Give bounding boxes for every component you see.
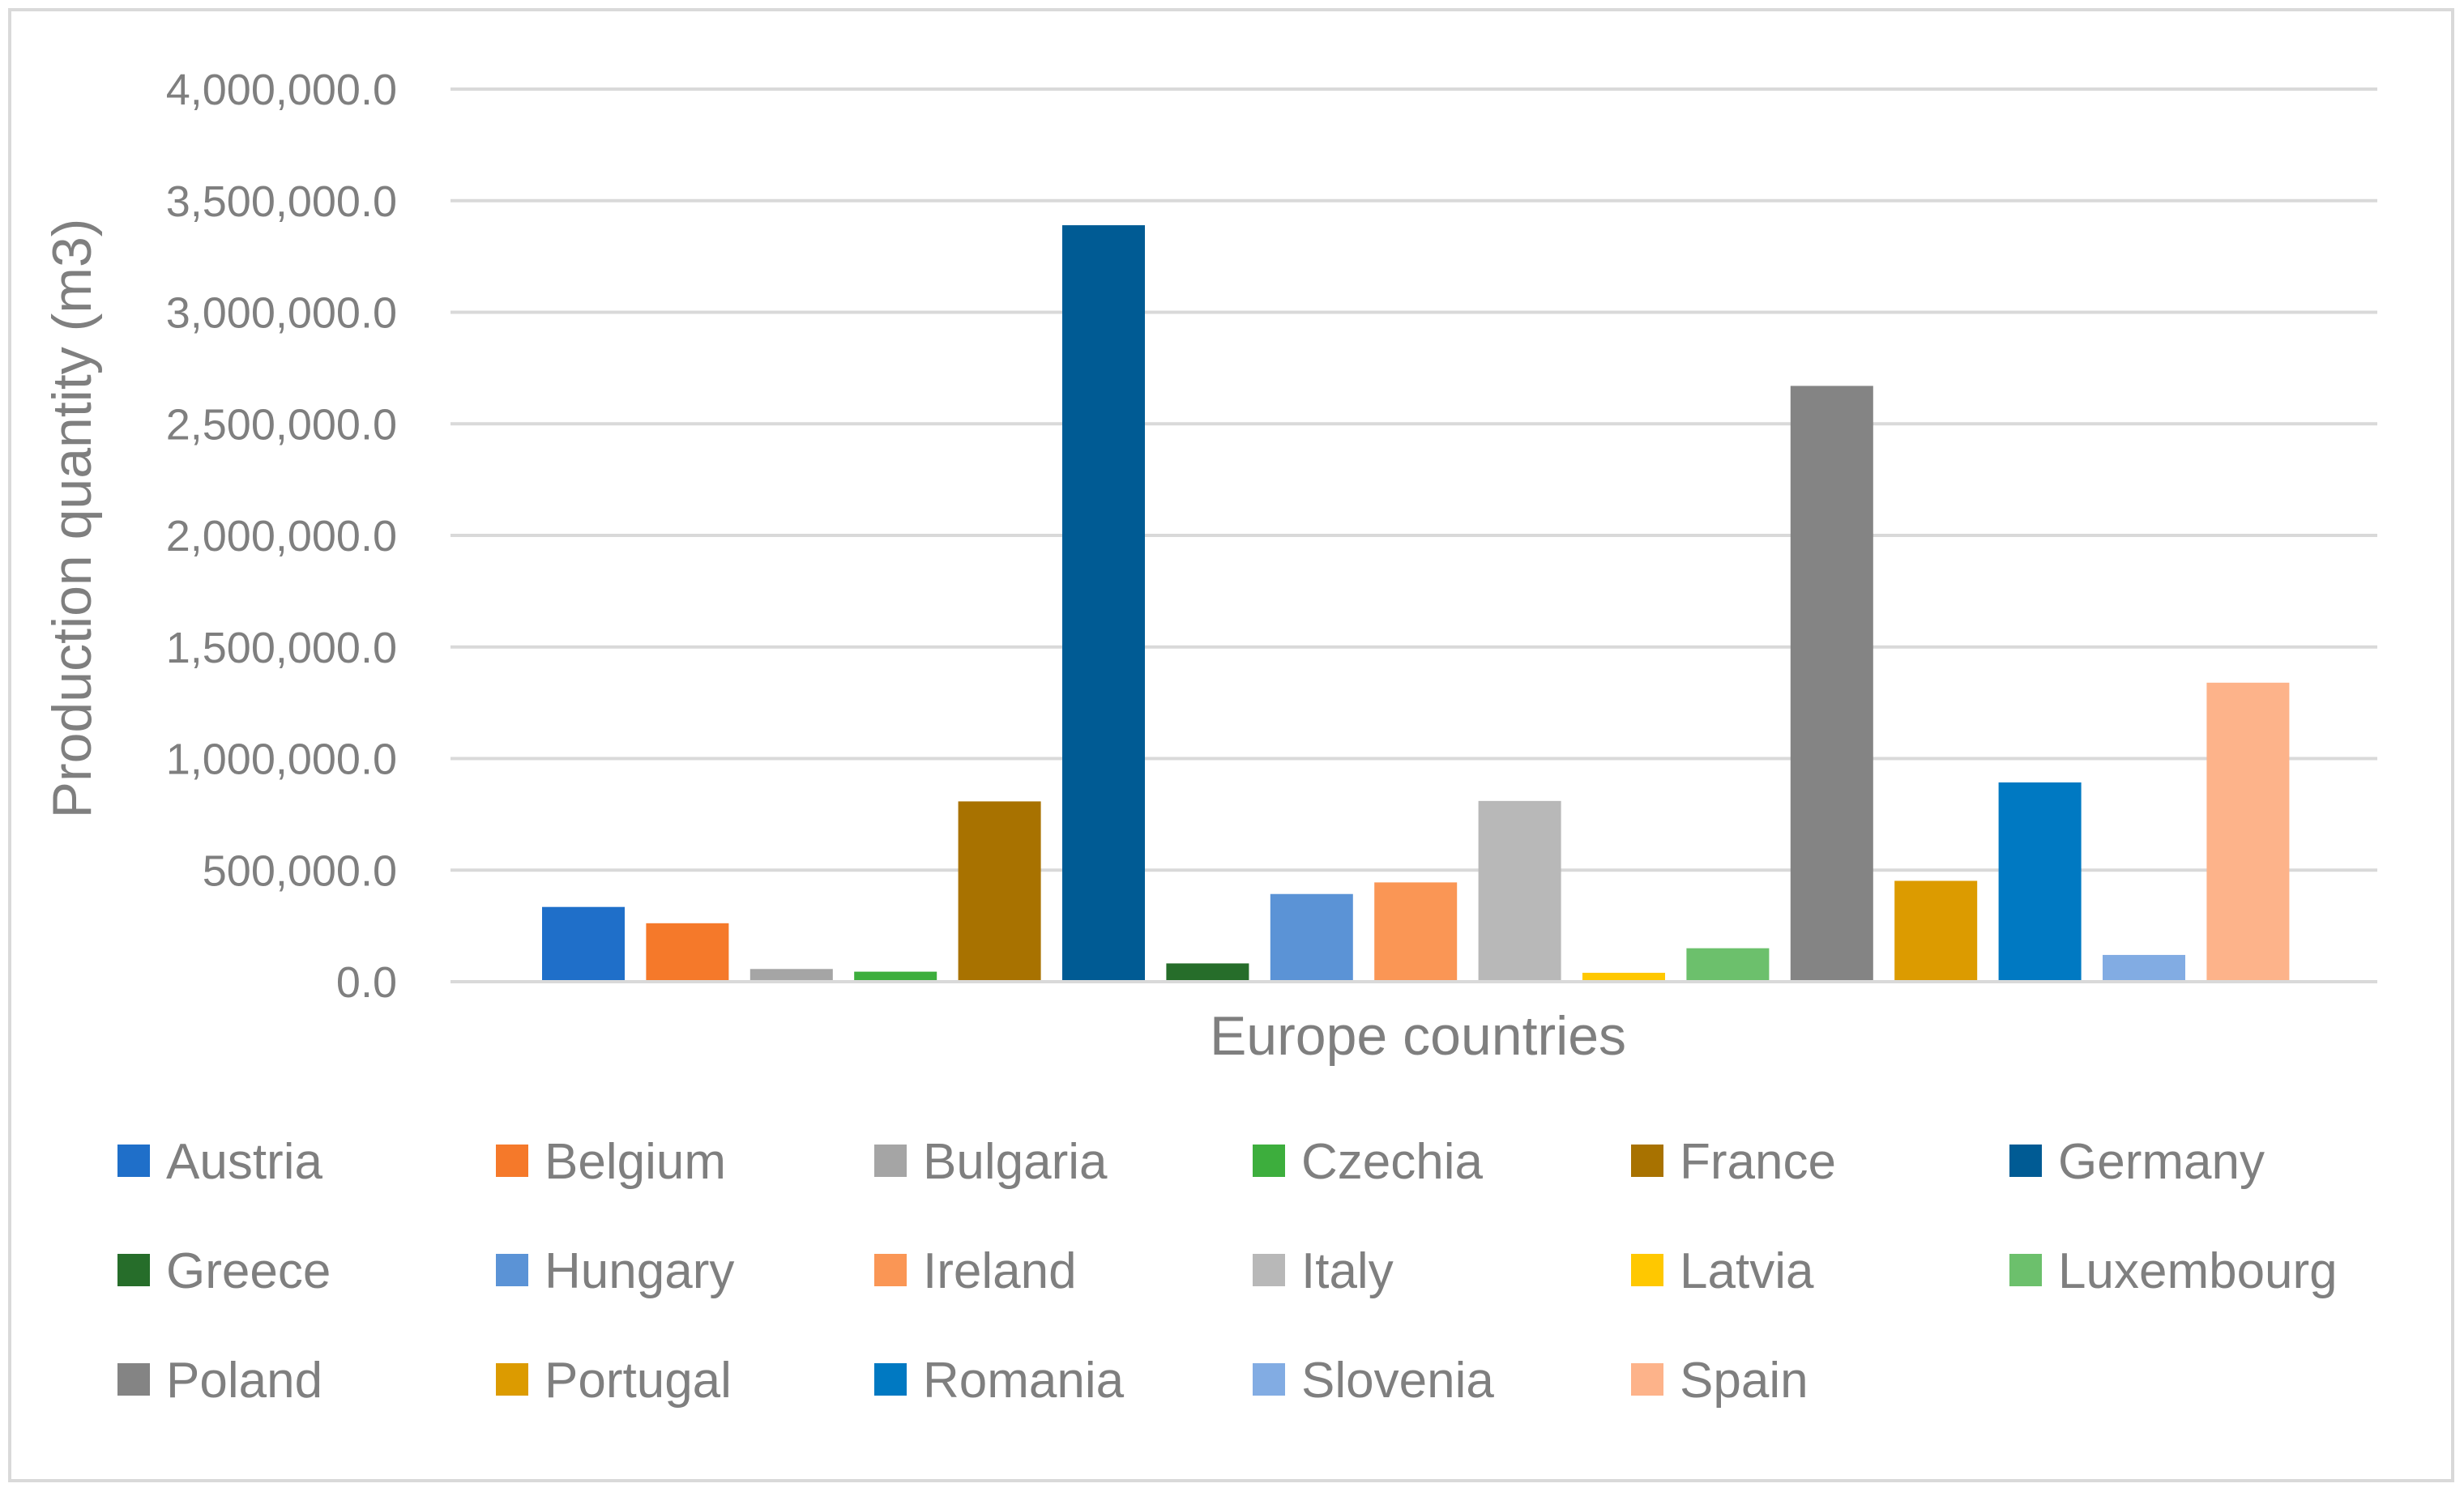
bar-ireland xyxy=(1374,882,1458,982)
legend-item-czechia: Czechia xyxy=(1253,1134,1484,1190)
legend-label: Latvia xyxy=(1680,1243,1814,1299)
legend-label: Belgium xyxy=(544,1134,726,1190)
y-tick-label: 3,000,000.0 xyxy=(166,289,397,338)
legend-label: Poland xyxy=(166,1353,322,1409)
legend-label: Greece xyxy=(166,1243,331,1299)
bar-france xyxy=(958,801,1041,982)
legend-label: Austria xyxy=(166,1134,322,1190)
bar-czechia xyxy=(854,971,937,982)
legend-swatch xyxy=(874,1145,907,1177)
legend-item-austria: Austria xyxy=(117,1134,322,1190)
x-axis-title: Europe countries xyxy=(1210,1005,1626,1067)
bar-romania xyxy=(1998,782,2082,982)
bar-luxembourg xyxy=(1686,948,1770,982)
gridlines xyxy=(451,87,2377,872)
legend-swatch xyxy=(1253,1254,1285,1286)
legend-label: Germany xyxy=(2058,1134,2265,1190)
legend-label: Italy xyxy=(1301,1243,1394,1299)
legend-swatch xyxy=(1631,1254,1663,1286)
bar-latvia xyxy=(1582,972,1665,982)
legend-item-bulgaria: Bulgaria xyxy=(874,1134,1108,1190)
legend-label: Slovenia xyxy=(1301,1353,1494,1409)
y-tick-label: 1,500,000.0 xyxy=(166,624,397,672)
legend-label: Ireland xyxy=(923,1243,1077,1299)
legend-item-slovenia: Slovenia xyxy=(1253,1353,1494,1409)
legend-swatch xyxy=(496,1254,528,1286)
bar-italy xyxy=(1478,800,1561,982)
legend-swatch xyxy=(2009,1254,2042,1286)
bars xyxy=(542,225,2290,982)
legend-label: Bulgaria xyxy=(923,1134,1108,1190)
bar-poland xyxy=(1790,386,1873,982)
legend-swatch xyxy=(1253,1363,1285,1396)
legend-item-italy: Italy xyxy=(1253,1243,1394,1299)
legend-item-france: France xyxy=(1631,1134,1836,1190)
y-tick-label: 4,000,000.0 xyxy=(166,66,397,114)
bar-greece xyxy=(1166,963,1249,982)
chart-frame xyxy=(8,8,2454,1482)
y-tick-label: 2,000,000.0 xyxy=(166,512,397,561)
legend-swatch xyxy=(117,1254,150,1286)
legend-label: Hungary xyxy=(544,1243,734,1299)
bar-spain xyxy=(2206,682,2290,982)
y-tick-label: 1,000,000.0 xyxy=(166,735,397,784)
legend-item-hungary: Hungary xyxy=(496,1243,734,1299)
legend-item-spain: Spain xyxy=(1631,1353,1808,1409)
legend-item-poland: Poland xyxy=(117,1353,322,1409)
legend-item-latvia: Latvia xyxy=(1631,1243,1814,1299)
legend-item-belgium: Belgium xyxy=(496,1134,726,1190)
legend-swatch xyxy=(1631,1145,1663,1177)
legend-swatch xyxy=(496,1363,528,1396)
bar-hungary xyxy=(1270,893,1353,982)
legend-swatch xyxy=(874,1363,907,1396)
legend-label: Romania xyxy=(923,1353,1125,1409)
legend-label: France xyxy=(1680,1134,1836,1190)
legend: Austria Belgium Bulgaria Czechia France Germa… xyxy=(117,1134,2338,1409)
y-tick-label: 2,500,000.0 xyxy=(166,400,397,449)
legend-swatch xyxy=(496,1145,528,1177)
legend-swatch xyxy=(2009,1145,2042,1177)
legend-swatch xyxy=(117,1363,150,1396)
legend-item-luxembourg: Luxembourg xyxy=(2009,1243,2338,1299)
y-tick-label: 0.0 xyxy=(336,958,397,1007)
legend-swatch xyxy=(117,1145,150,1177)
legend-swatch xyxy=(1253,1145,1285,1177)
bar-germany xyxy=(1062,225,1145,982)
bar-bulgaria xyxy=(749,969,833,982)
legend-swatch xyxy=(874,1254,907,1286)
legend-item-portugal: Portugal xyxy=(496,1353,732,1409)
bar-slovenia xyxy=(2103,954,2185,982)
y-axis-title: Production quantity (m3) xyxy=(41,219,103,819)
y-tick-label: 3,500,000.0 xyxy=(166,177,397,226)
bar-austria xyxy=(542,906,625,982)
y-tick-label: 500,000.0 xyxy=(203,846,397,895)
bar-belgium xyxy=(646,923,729,982)
legend-swatch xyxy=(1631,1363,1663,1396)
legend-label: Luxembourg xyxy=(2058,1243,2338,1299)
legend-item-germany: Germany xyxy=(2009,1134,2265,1190)
legend-label: Portugal xyxy=(544,1353,732,1409)
legend-item-greece: Greece xyxy=(117,1243,331,1299)
legend-label: Spain xyxy=(1680,1353,1808,1409)
legend-label: Czechia xyxy=(1301,1134,1484,1190)
legend-item-romania: Romania xyxy=(874,1353,1125,1409)
bar-portugal xyxy=(1894,880,1978,982)
legend-item-ireland: Ireland xyxy=(874,1243,1077,1299)
y-axis-ticks: 0.0 500,000.0 1,000,000.0 1,500,000.0 2,000,… xyxy=(166,66,397,1007)
